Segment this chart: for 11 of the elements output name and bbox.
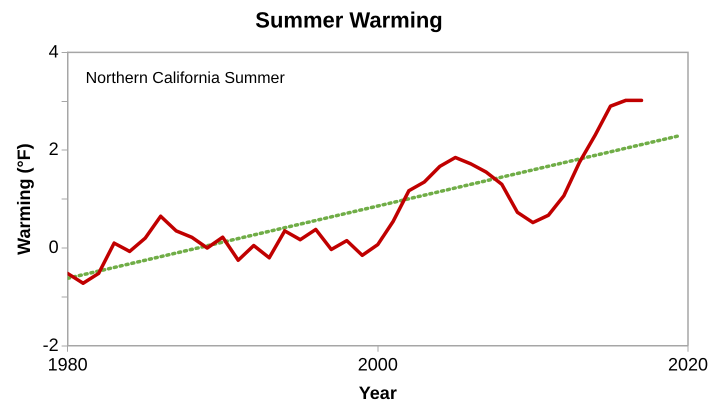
x-axis-title: Year (358, 383, 397, 404)
x-tick-label: 2000 (358, 354, 398, 375)
chart-title: Summer Warming (255, 7, 443, 32)
x-tick-label: 2020 (668, 354, 708, 375)
annotation: Northern California Summer (86, 70, 286, 87)
x-tick-label: 1980 (48, 354, 88, 375)
y-tick-label: 4 (48, 41, 59, 62)
y-tick-label: 2 (48, 139, 59, 160)
y-tick-label: -2 (42, 334, 59, 355)
y-tick-label: 0 (48, 236, 59, 257)
y-axis-title: Warming (°F) (14, 143, 34, 255)
